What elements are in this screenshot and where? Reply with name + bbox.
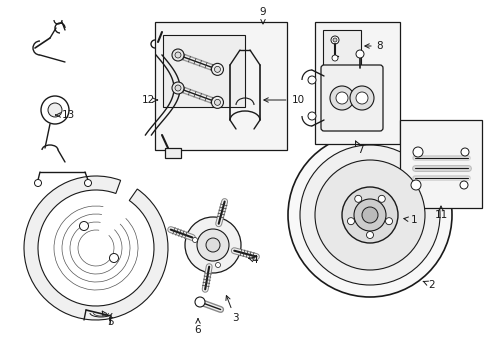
Circle shape xyxy=(410,180,420,190)
Text: 11: 11 xyxy=(433,206,447,220)
Circle shape xyxy=(214,66,220,72)
Circle shape xyxy=(332,38,336,42)
Circle shape xyxy=(361,207,377,223)
Circle shape xyxy=(347,218,354,225)
Circle shape xyxy=(354,195,361,202)
Circle shape xyxy=(366,231,373,239)
Bar xyxy=(323,30,360,66)
Text: 3: 3 xyxy=(225,296,238,323)
Circle shape xyxy=(215,262,220,267)
Wedge shape xyxy=(24,176,168,320)
Text: 2: 2 xyxy=(422,280,434,290)
Text: 5: 5 xyxy=(102,311,113,327)
Text: 7: 7 xyxy=(355,141,363,155)
Text: 8: 8 xyxy=(364,41,383,51)
Text: 4: 4 xyxy=(248,255,258,265)
Circle shape xyxy=(355,50,363,58)
Circle shape xyxy=(172,49,183,61)
Bar xyxy=(399,120,481,208)
Circle shape xyxy=(459,181,467,189)
Text: 6: 6 xyxy=(194,319,201,335)
Circle shape xyxy=(205,238,220,252)
Circle shape xyxy=(330,36,338,44)
Circle shape xyxy=(314,160,424,270)
Circle shape xyxy=(378,195,385,202)
Bar xyxy=(164,148,181,158)
Circle shape xyxy=(349,86,373,110)
Circle shape xyxy=(175,85,181,91)
Circle shape xyxy=(341,187,397,243)
Circle shape xyxy=(214,99,220,105)
Circle shape xyxy=(287,133,451,297)
Circle shape xyxy=(109,253,118,262)
Circle shape xyxy=(299,145,439,285)
Circle shape xyxy=(412,147,422,157)
Circle shape xyxy=(35,180,41,186)
FancyBboxPatch shape xyxy=(320,65,382,131)
Circle shape xyxy=(211,63,223,75)
Circle shape xyxy=(335,92,347,104)
Circle shape xyxy=(172,82,183,94)
Circle shape xyxy=(184,217,241,273)
Circle shape xyxy=(48,103,62,117)
Circle shape xyxy=(307,112,315,120)
Circle shape xyxy=(84,180,91,186)
Circle shape xyxy=(460,148,468,156)
Circle shape xyxy=(197,229,228,261)
Bar xyxy=(314,22,399,144)
Circle shape xyxy=(175,52,181,58)
Circle shape xyxy=(80,221,88,230)
Circle shape xyxy=(353,199,385,231)
Bar xyxy=(163,35,244,107)
Circle shape xyxy=(385,218,392,225)
Text: 12: 12 xyxy=(141,95,157,105)
Circle shape xyxy=(41,96,69,124)
Circle shape xyxy=(192,238,197,243)
Circle shape xyxy=(329,86,353,110)
Text: 10: 10 xyxy=(264,95,304,105)
Circle shape xyxy=(307,76,315,84)
Circle shape xyxy=(331,55,337,61)
Bar xyxy=(155,22,286,150)
Circle shape xyxy=(355,92,367,104)
Circle shape xyxy=(195,297,204,307)
Text: 13: 13 xyxy=(56,110,75,120)
Text: 1: 1 xyxy=(403,215,416,225)
Circle shape xyxy=(211,96,223,108)
Text: 9: 9 xyxy=(259,7,266,24)
